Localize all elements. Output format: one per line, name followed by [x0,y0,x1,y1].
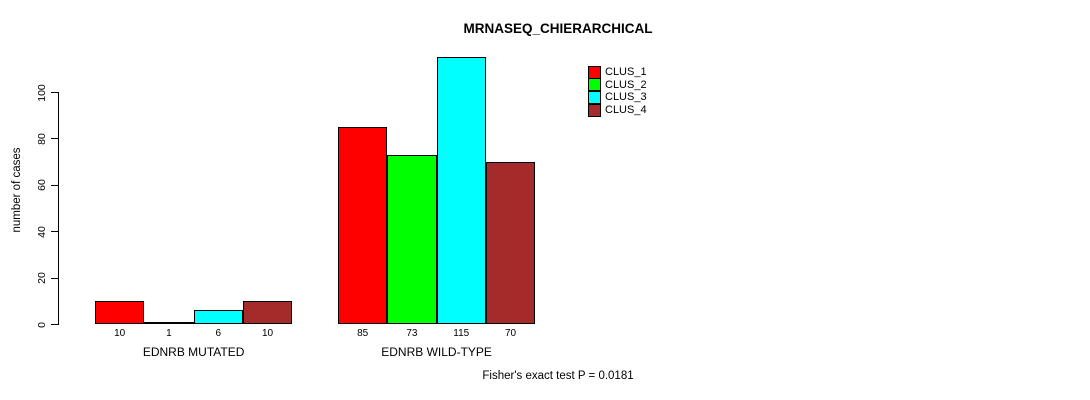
y-axis-line [58,92,59,325]
y-tick [51,231,58,233]
bar-clus_3-group2 [436,57,486,324]
chart-title: MRNASEQ_CHIERARCHICAL [463,21,653,36]
bar-value-label: 73 [406,328,418,339]
legend-swatch-clus_4 [588,103,601,117]
bar-value-label: 115 [453,328,470,339]
fisher-test-annotation: Fisher's exact test P = 0.0181 [482,370,634,382]
bar-value-label: 1 [166,328,172,339]
y-tick [51,92,58,93]
group-label: EDNRB WILD-TYPE [381,345,492,359]
legend-swatch-clus_2 [588,78,601,92]
legend-swatch-clus_1 [588,65,601,79]
legend-swatch-clus_3 [588,90,601,104]
bar-clus_2-group1 [144,321,194,324]
bar-clus_4-group2 [485,161,536,324]
bar-clus_1-group2 [338,126,388,324]
bar-value-label: 6 [215,328,222,339]
bar-clus_2-group2 [387,154,437,324]
bar-clus_4-group1 [242,300,293,324]
y-tick [51,184,58,186]
bar-clus_3-group1 [193,310,243,324]
bar-value-label: 70 [504,328,517,339]
bar-clus_1-group1 [95,300,145,324]
legend-label-clus_3: CLUS_3 [605,91,647,104]
y-tick-label: 100 [36,83,48,102]
y-axis-label: number of cases [11,147,23,233]
y-tick [51,138,58,140]
y-tick [51,277,58,279]
legend-label-clus_2: CLUS_2 [605,78,647,91]
group-label: EDNRB MUTATED [142,345,245,359]
bar-value-label: 10 [114,328,126,339]
y-tick-label: 20 [36,272,48,284]
y-tick-label: 40 [36,225,48,238]
legend-label-clus_1: CLUS_1 [605,66,647,78]
legend-label-clus_4: CLUS_4 [605,104,647,117]
bar-value-label: 10 [261,328,274,339]
y-tick [51,324,58,325]
y-tick-label: 80 [36,133,48,145]
y-tick-label: 60 [36,179,48,192]
bar-value-label: 85 [357,328,369,339]
y-tick-label: 0 [36,321,48,328]
